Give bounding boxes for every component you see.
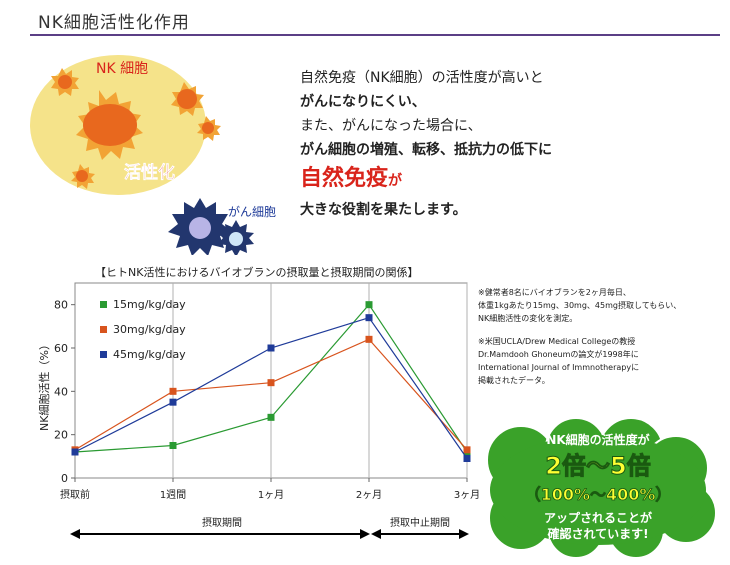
intro-line-1: 自然免疫（NK細胞）の活性度が高いと bbox=[300, 70, 544, 86]
small-starburst-4 bbox=[71, 164, 95, 189]
cancer-cell-label: がん細胞 bbox=[228, 204, 276, 219]
legend-marker bbox=[100, 351, 107, 358]
stop-period-label: 摂取中止期間 bbox=[390, 516, 450, 529]
legend-marker bbox=[100, 301, 107, 308]
intro-line-3: また、がんになった場合に、 bbox=[300, 118, 482, 134]
intro-line-2: がんになりにくい、 bbox=[300, 94, 426, 110]
small-starburst-3 bbox=[197, 116, 221, 141]
legend-label: 30mg/kg/day bbox=[113, 323, 186, 336]
legend-label: 45mg/kg/day bbox=[113, 348, 186, 361]
data-point bbox=[71, 448, 79, 456]
y-tick-label: 0 bbox=[61, 472, 68, 485]
data-point bbox=[463, 446, 471, 454]
page-title: NK細胞活性化作用 bbox=[38, 13, 190, 33]
series bbox=[71, 301, 471, 462]
data-point bbox=[365, 335, 373, 343]
badge-line-2: 2倍〜5倍 bbox=[545, 452, 650, 480]
intro-text: 自然免疫（NK細胞）の活性度が高いと がんになりにくい、 また、がんになった場合… bbox=[300, 66, 710, 222]
intro-particle: が bbox=[388, 173, 403, 189]
large-starburst bbox=[76, 90, 143, 160]
badge-line-3: （100%〜400%） bbox=[525, 485, 672, 504]
y-axis-label: NK細胞活性（%） bbox=[37, 339, 51, 431]
y-tick-label: 60 bbox=[54, 342, 68, 355]
nk-cell-label: NK 細胞 bbox=[96, 61, 148, 77]
data-point bbox=[267, 413, 275, 421]
nk-cell-illustration: NK 細胞 活性化 がん細胞 bbox=[30, 55, 276, 255]
legend-label: 15mg/kg/day bbox=[113, 298, 186, 311]
badge-line-5: 確認されています! bbox=[547, 526, 648, 541]
cancer-cell-large bbox=[168, 198, 232, 255]
note-2: ※米国UCLA/Drew Medical Collegeの教授 Dr.Mamdo… bbox=[478, 337, 640, 385]
stop-period-arrow bbox=[371, 529, 469, 539]
intro-line-4: がん細胞の増殖、転移、抵抗力の低下に bbox=[300, 142, 552, 158]
y-tick-label: 80 bbox=[54, 299, 68, 312]
small-starburst-1 bbox=[51, 68, 79, 96]
intake-period-arrow bbox=[70, 529, 370, 539]
chart-title: 【ヒトNK活性におけるバイオブランの摂取量と摂取期間の関係】 bbox=[95, 266, 419, 279]
intro-highlight: 自然免疫 bbox=[300, 166, 389, 191]
data-point bbox=[267, 344, 275, 352]
y-tick-label: 20 bbox=[54, 429, 68, 442]
data-point bbox=[169, 442, 177, 449]
intro-line-6: 大きな役割を果たします。 bbox=[300, 202, 467, 218]
data-point bbox=[365, 301, 373, 309]
intake-period-label: 摂取期間 bbox=[202, 516, 242, 529]
study-notes: ※健常者8名にバイオブランを2ヶ月毎日、 体重1kgあたり15mg、30mg、4… bbox=[478, 286, 718, 397]
x-tick-label: 3ヶ月 bbox=[454, 489, 480, 501]
title-bar: NK細胞活性化作用 bbox=[30, 4, 720, 36]
x-tick-label: 2ヶ月 bbox=[356, 489, 382, 501]
legend: 15mg/kg/day 30mg/kg/day 45mg/kg/day bbox=[100, 298, 186, 361]
data-point bbox=[267, 379, 275, 387]
data-point bbox=[463, 455, 471, 462]
axes: 0 20 40 60 80 摂取前 1週間 1ヶ月 2ヶ月 3ヶ月 bbox=[54, 299, 480, 501]
legend-marker bbox=[100, 326, 107, 333]
result-badge: NK細胞の活性度が 2倍〜5倍 （100%〜400%） アップされることが 確認… bbox=[486, 418, 717, 559]
x-tick-label: 摂取前 bbox=[60, 488, 90, 501]
data-point bbox=[365, 314, 373, 322]
activation-label: 活性化 bbox=[124, 162, 175, 183]
y-tick-label: 40 bbox=[54, 385, 68, 398]
data-point bbox=[169, 398, 177, 406]
x-tick-label: 1週間 bbox=[160, 489, 186, 501]
badge-line-1: NK細胞の活性度が bbox=[546, 432, 649, 447]
badge-line-4: アップされることが bbox=[544, 510, 652, 525]
note-1: ※健常者8名にバイオブランを2ヶ月毎日、 体重1kgあたり15mg、30mg、4… bbox=[478, 288, 682, 323]
cancer-cell-small bbox=[218, 220, 254, 255]
x-tick-label: 1ヶ月 bbox=[258, 489, 284, 501]
data-point bbox=[169, 387, 177, 395]
small-starburst-2 bbox=[171, 82, 204, 116]
